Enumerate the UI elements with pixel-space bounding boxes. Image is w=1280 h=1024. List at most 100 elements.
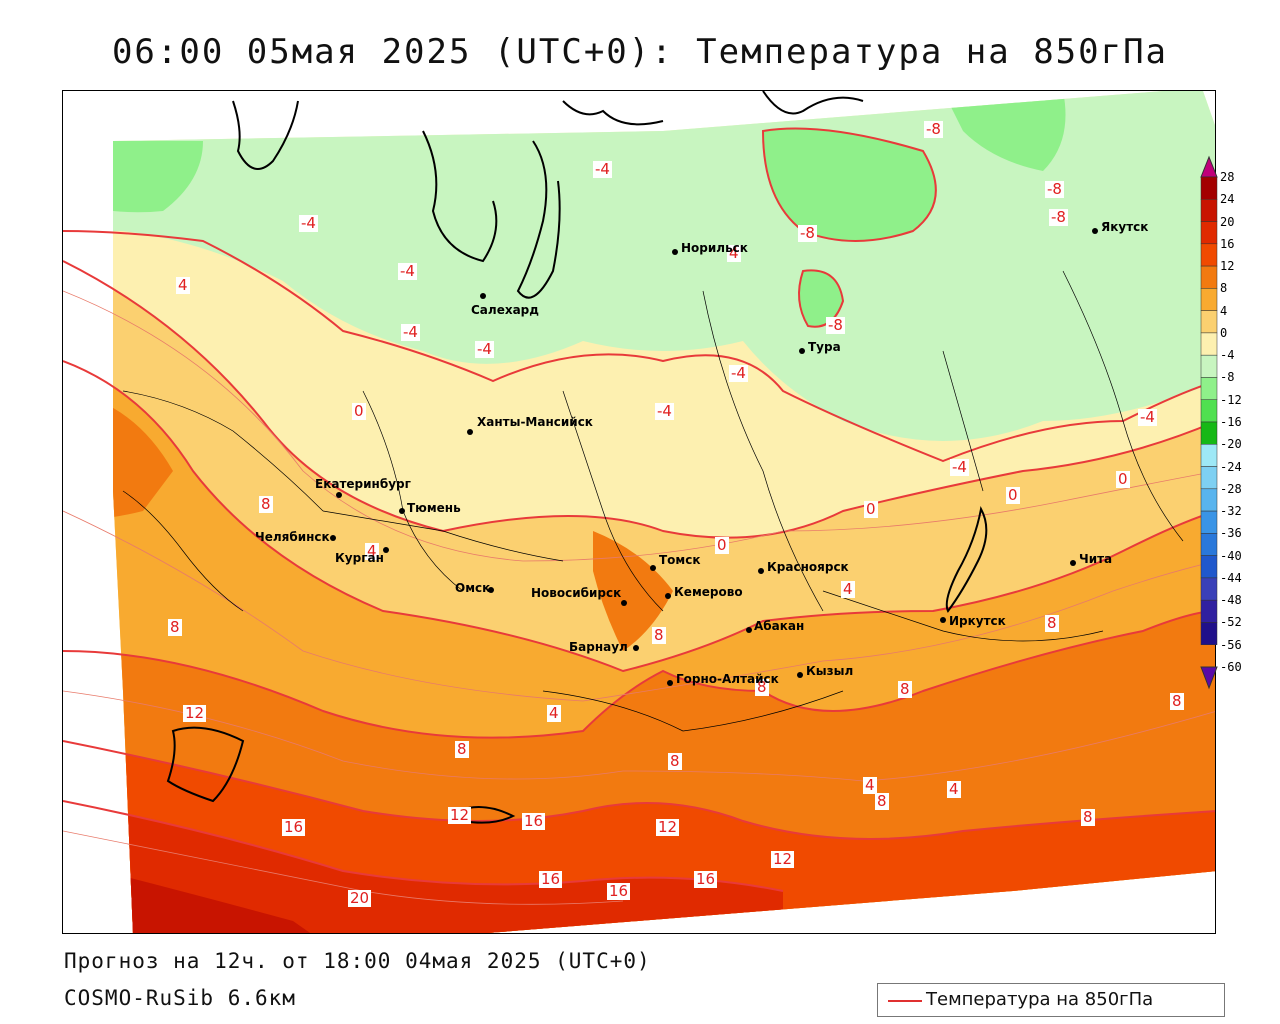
colorbar-segment	[1200, 510, 1218, 534]
colorbar-tick-label: -44	[1220, 570, 1242, 585]
colorbar-segment	[1200, 577, 1218, 601]
city-label: Барнаул	[569, 640, 628, 654]
contour-label: 4	[727, 244, 741, 262]
contour-label: 16	[694, 870, 718, 888]
city-marker	[650, 565, 656, 571]
colorbar-segment	[1200, 421, 1218, 445]
contour-label: -8	[1045, 180, 1064, 198]
contour-label: 8	[1045, 614, 1059, 632]
contour-label: -4	[475, 340, 494, 358]
contour-label: 4	[547, 704, 561, 722]
contour-label: 8	[755, 678, 769, 696]
city-marker	[667, 680, 673, 686]
contour-label: 4	[176, 276, 190, 294]
city-label: Тура	[808, 340, 841, 354]
contour-label: 0	[715, 536, 729, 554]
city-marker	[1070, 560, 1076, 566]
contour-label: 8	[898, 680, 912, 698]
city-label: Омск	[455, 581, 491, 595]
contour-label: -4	[593, 160, 612, 178]
colorbar-segment	[1200, 288, 1218, 311]
contour-label: -4	[299, 214, 318, 232]
city-marker	[383, 547, 389, 553]
contour-label: 8	[1081, 808, 1095, 826]
colorbar-segment	[1200, 555, 1218, 579]
city-label: Иркутск	[949, 614, 1006, 628]
contour-label: 8	[1170, 692, 1184, 710]
city-marker	[480, 293, 486, 299]
colorbar-tick-label: -48	[1220, 593, 1242, 608]
colorbar-segment	[1200, 444, 1218, 467]
temperature-bands	[113, 91, 1215, 933]
colorbar-segment	[1200, 332, 1218, 356]
city-label: Новосибирск	[531, 586, 622, 600]
legend-line-swatch	[888, 1000, 922, 1002]
city-marker	[330, 535, 336, 541]
legend: Температура на 850гПа	[877, 983, 1225, 1017]
city-label: Курган	[335, 551, 384, 565]
colorbar-tick-label: 0	[1220, 325, 1228, 340]
colorbar-tick-label: -36	[1220, 526, 1242, 541]
city-marker	[467, 429, 473, 435]
contour-label: 16	[607, 882, 631, 900]
contour-label: -4	[398, 262, 417, 280]
contour-label: -4	[1138, 408, 1157, 426]
city-label: Абакан	[754, 619, 805, 633]
city-marker	[488, 587, 494, 593]
colorbar-segment	[1200, 221, 1218, 245]
contour-label: -8	[1049, 208, 1068, 226]
colorbar-segment	[1200, 199, 1218, 222]
colorbar-tick-label: -60	[1220, 660, 1242, 674]
colorbar-segment	[1200, 399, 1218, 423]
contour-label: 16	[282, 818, 306, 836]
contour-label: -4	[729, 364, 748, 382]
colorbar-segment	[1200, 310, 1218, 334]
city-label: Екатеринбург	[315, 477, 411, 491]
contour-label: 8	[668, 752, 682, 770]
contour-label: 8	[259, 495, 273, 513]
city-label: Норильск	[681, 241, 748, 255]
contour-label: 0	[1006, 486, 1020, 504]
coastlines	[166, 91, 988, 824]
contour-label: 0	[1116, 470, 1130, 488]
city-marker	[633, 645, 639, 651]
contour-label: 8	[652, 626, 666, 644]
city-label: Чита	[1079, 552, 1113, 566]
colorbar-segment	[1200, 243, 1218, 267]
temperature-field	[63, 91, 1215, 933]
city-marker	[665, 593, 671, 599]
colorbar-tick-label: 12	[1220, 259, 1235, 274]
city-label: Якутск	[1101, 220, 1149, 234]
colorbar-tick-label: 20	[1220, 214, 1235, 229]
colorbar-tick-label: -32	[1220, 504, 1242, 519]
colorbar-segment	[1200, 377, 1218, 400]
colorbar-tick-label: -52	[1220, 615, 1242, 630]
contour-label: 12	[656, 818, 680, 836]
contour-label: -8	[798, 224, 817, 242]
city-label: Горно-Алтайск	[676, 672, 779, 686]
colorbar-scale	[1200, 155, 1218, 690]
forecast-info: Прогноз на 12ч. от 18:00 04мая 2025 (UTC…	[64, 949, 651, 973]
contour-label: 20	[348, 889, 372, 907]
city-marker	[672, 249, 678, 255]
forecast-map: -8 -8 -8 -8 -8 -4 -4 -4 -4 -4 -4 -4 -4 -…	[62, 90, 1216, 934]
contour-label: -4	[401, 323, 420, 341]
colorbar-tick-label: -12	[1220, 392, 1242, 407]
city-label: Томск	[659, 553, 701, 567]
city-marker	[746, 627, 752, 633]
colorbar-segment	[1200, 354, 1218, 378]
contour-label: 4	[841, 580, 855, 598]
colorbar-segment	[1200, 533, 1218, 556]
city-label: Кызыл	[806, 664, 854, 678]
city-marker	[399, 508, 405, 514]
colorbar-tick-label: -40	[1220, 548, 1242, 563]
colorbar-tick-label: -20	[1220, 437, 1242, 452]
contour-label: 0	[352, 402, 366, 420]
city-marker	[758, 568, 764, 574]
colorbar-segment	[1200, 265, 1218, 289]
contour-label: 4	[947, 780, 961, 798]
contour-label: 0	[864, 500, 878, 518]
colorbar-segment	[1200, 176, 1218, 200]
city-label: Челябинск	[255, 530, 330, 544]
city-marker	[799, 348, 805, 354]
